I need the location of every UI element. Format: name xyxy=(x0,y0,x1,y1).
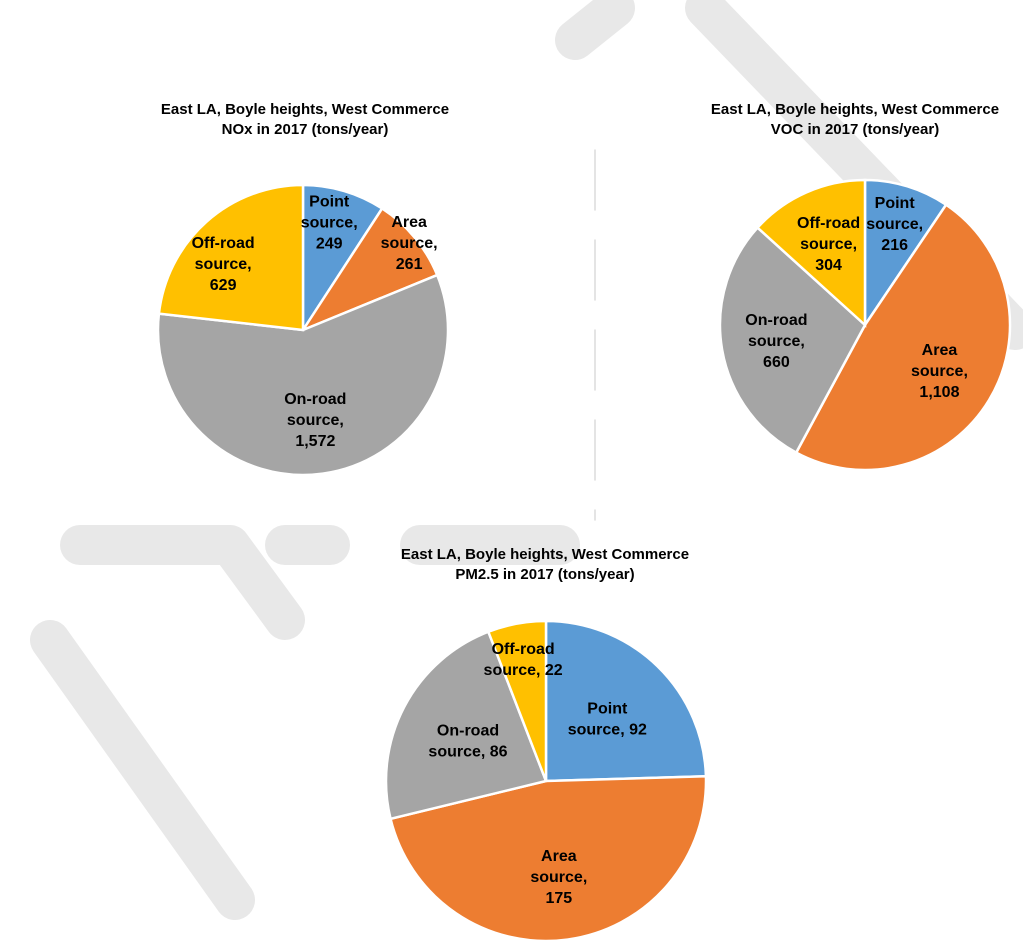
voc-pie: Point source, 216 Area source, 1,108 On-road so… xyxy=(718,178,1012,472)
voc-label-line: 304 xyxy=(815,257,842,274)
watermark-stroke xyxy=(60,525,305,640)
nox-label-line: source, xyxy=(381,235,438,252)
pm25-label-line: 175 xyxy=(545,890,572,907)
voc-slice-area-source xyxy=(794,203,1012,472)
nox-slice-point-source xyxy=(301,183,384,335)
nox-label-line: source, xyxy=(195,256,252,273)
voc-label-off-road-source: Off-road source, 304 xyxy=(797,215,860,274)
voc-slice-point-source xyxy=(863,178,948,330)
voc-label-point-source: Point source, 216 xyxy=(866,195,923,254)
nox-label-line: Point xyxy=(309,194,350,211)
voc-label-line: Point xyxy=(875,195,916,212)
nox-label-off-road-source: Off-road source, 629 xyxy=(192,235,255,294)
voc-label-on-road-source: On-road source, 660 xyxy=(745,312,807,371)
pm25-label-line: Area xyxy=(541,848,577,865)
nox-pie-chart: East LA, Boyle heights, West Commerce NO… xyxy=(130,100,480,490)
watermark-stroke xyxy=(30,620,255,920)
pm25-title-line-2: PM2.5 in 2017 (tons/year) xyxy=(455,566,635,583)
pm25-label-line: On-road xyxy=(437,723,499,740)
nox-label-line: On-road xyxy=(284,391,346,408)
pm25-slice-point-source xyxy=(544,619,708,783)
pm25-label-line: source, xyxy=(530,869,587,886)
pm25-title-line-1: East LA, Boyle heights, West Commerce xyxy=(400,546,690,563)
nox-slice-on-road-source xyxy=(156,273,450,477)
nox-slice-area-source xyxy=(299,206,439,333)
nox-label-line: 629 xyxy=(210,277,237,294)
nox-label-line: source, xyxy=(287,412,344,429)
pm25-label-line: source, 86 xyxy=(428,744,507,761)
voc-title-line-1: East LA, Boyle heights, West Commerce xyxy=(710,101,1000,118)
pm25-label-on-road-source: On-road source, 86 xyxy=(428,723,507,761)
voc-label-line: 660 xyxy=(763,354,790,371)
voc-label-line: On-road xyxy=(745,312,807,329)
pm25-pie-chart: East LA, Boyle heights, West Commerce PM… xyxy=(360,545,730,941)
voc-label-line: 216 xyxy=(881,237,908,254)
watermark-stroke xyxy=(555,0,635,60)
pm25-pie: Point source, 92 Area source, 175 On-road sour… xyxy=(384,619,708,941)
voc-pie-chart: East LA, Boyle heights, West Commerce VO… xyxy=(690,100,1020,480)
pm25-slice-off-road-source xyxy=(486,619,548,782)
nox-title-line-2: NOx in 2017 (tons/year) xyxy=(221,121,389,138)
nox-label-area-source: Area source, 261 xyxy=(381,214,438,273)
voc-chart-title: East LA, Boyle heights, West Commerce VO… xyxy=(690,100,1020,140)
nox-label-line: 1,572 xyxy=(295,433,335,450)
pm25-label-off-road-source: Off-road source, 22 xyxy=(484,641,563,679)
pm25-label-line: source, 92 xyxy=(568,721,647,738)
voc-label-area-source: Area source, 1,108 xyxy=(911,342,968,401)
voc-label-line: source, xyxy=(800,236,857,253)
nox-title-line-1: East LA, Boyle heights, West Commerce xyxy=(160,101,450,118)
nox-label-line: 261 xyxy=(396,256,423,273)
voc-label-line: source, xyxy=(911,363,968,380)
nox-label-line: source, xyxy=(301,215,358,232)
nox-label-line: Off-road xyxy=(192,235,255,252)
voc-label-line: Off-road xyxy=(797,215,860,232)
pm25-chart-title: East LA, Boyle heights, West Commerce PM… xyxy=(360,545,730,585)
pm25-label-area-source: Area source, 175 xyxy=(530,848,587,907)
pm25-label-point-source: Point source, 92 xyxy=(568,700,647,738)
voc-title-line-2: VOC in 2017 (tons/year) xyxy=(770,121,940,138)
nox-label-line: Area xyxy=(391,214,427,231)
nox-pie: Point source, 249 Area source, 261 On-road sour… xyxy=(156,183,450,477)
voc-label-line: source, xyxy=(866,216,923,233)
nox-label-point-source: Point source, 249 xyxy=(301,194,358,253)
voc-slice-off-road-source xyxy=(755,178,867,328)
nox-label-line: 249 xyxy=(316,236,343,253)
pm25-label-line: Off-road xyxy=(492,641,555,658)
voc-label-line: Area xyxy=(922,342,958,359)
pm25-label-line: Point xyxy=(587,700,628,717)
pm25-slice-area-source xyxy=(389,775,708,941)
voc-slice-on-road-source xyxy=(718,225,867,455)
nox-slice-off-road-source xyxy=(157,183,305,332)
voc-label-line: 1,108 xyxy=(919,384,959,401)
pm25-label-line: source, 22 xyxy=(484,662,563,679)
nox-label-on-road-source: On-road source, 1,572 xyxy=(284,391,346,450)
voc-label-line: source, xyxy=(748,333,805,350)
nox-chart-title: East LA, Boyle heights, West Commerce NO… xyxy=(130,100,480,140)
